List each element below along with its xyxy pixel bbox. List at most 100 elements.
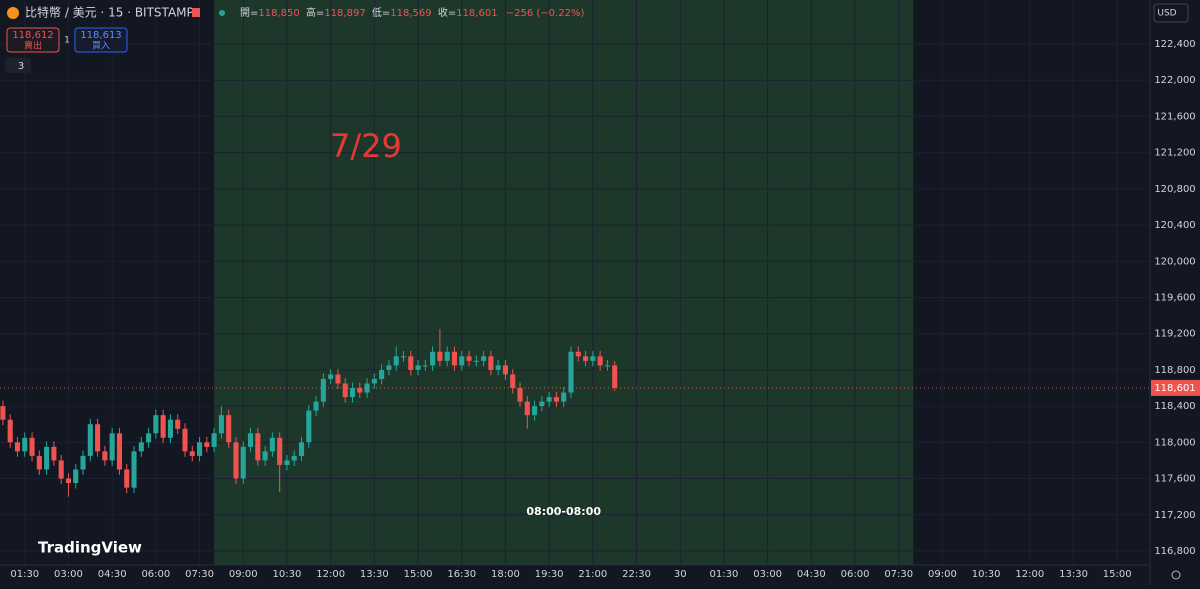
candle-body [298,442,305,456]
x-tick-label: 07:30 [185,569,214,580]
settings-icon[interactable] [1171,570,1181,580]
x-tick-label: 06:00 [841,569,870,580]
candle-body [393,356,399,366]
x-tick-label: 04:30 [797,569,826,580]
coin-icon [7,7,19,19]
candle-body [437,351,443,361]
spread: 1 [64,36,70,46]
candle-body [408,356,414,370]
x-tick-label: 09:00 [229,569,258,580]
candle-body [568,351,574,393]
y-tick-label: 118,000 [1154,437,1195,448]
candle-body [269,437,275,452]
candle-body [422,365,428,367]
candle-body [481,356,487,361]
x-tick-label: 01:30 [10,569,39,580]
indicators-count: 3 [18,61,24,72]
candle-body [160,415,166,438]
current-price-tag [1151,379,1200,396]
candle-body [44,446,50,470]
candle-body [328,374,334,379]
y-tick-label: 121,200 [1154,148,1195,159]
y-tick-label: 119,600 [1154,292,1195,303]
candle-body [197,442,203,456]
candle-body [466,356,472,361]
candle-body [109,433,115,461]
candle-body [604,365,610,367]
candle-body [233,442,239,479]
status-dot [219,10,225,16]
logo: TradingView [38,539,142,557]
high-label: 高= [306,6,324,19]
open-label: 開= [240,7,258,19]
y-tick-label: 122,400 [1154,39,1195,50]
candle-body [320,378,326,402]
candle-body [211,433,217,447]
candle-body [349,388,356,398]
candle-body [532,406,538,416]
candle-body [175,419,181,429]
x-tick-label: 19:30 [535,569,564,580]
y-tick-label: 120,000 [1154,256,1195,267]
currency-button[interactable] [1153,3,1189,23]
current-price-label: 118,601 [1154,383,1195,394]
candle-body [7,419,13,443]
x-tick-label: 01:30 [710,569,739,580]
candle-body [415,365,421,370]
change: −256 (−0.22%) [506,8,585,19]
x-tick-label: 13:30 [1059,569,1088,580]
x-tick-label: 07:30 [884,569,913,580]
candle-body [277,437,283,465]
candle-body [539,401,545,407]
buy-price: 118,613 [80,30,121,41]
candle-body [459,356,465,366]
candle-body [517,388,523,402]
candle-body [124,469,130,488]
x-tick-label: 12:00 [316,569,345,580]
candle-body [226,415,232,443]
candle-body [364,383,370,393]
symbol: 比特幣 / 美元 · 15 · BITSTAMP [25,5,194,20]
candle-body [36,455,42,470]
x-tick-label: 21:00 [578,569,607,580]
x-tick-label: 15:00 [404,569,433,580]
candle-body [0,406,6,420]
candle-body [262,451,268,461]
candle-body [247,433,254,447]
x-tick-label: 03:00 [54,569,83,580]
sell-label: 賣出 [24,40,42,52]
candle-body [14,442,21,452]
candle-body [495,365,501,370]
candle-body [87,424,93,456]
candle-body [386,365,392,370]
candle-body [473,360,479,362]
low-value: 118,569 [390,8,431,19]
y-tick-label: 118,400 [1154,401,1195,412]
candle-body [284,460,290,465]
x-tick-label: 04:30 [98,569,127,580]
candle-body [153,415,159,434]
close-value: 118,601 [456,8,497,19]
candle-body [131,451,137,488]
candle-body [73,469,79,484]
candle-body [291,455,297,461]
sell-button[interactable] [6,27,60,53]
candle-body [379,369,385,379]
candle-body [561,392,567,402]
low-label: 低= [372,6,390,19]
x-tick-label: 22:30 [622,569,651,580]
candle-body [313,401,319,411]
x-tick-label: 13:30 [360,569,389,580]
indicators-toggle[interactable] [5,58,31,73]
flag-icon[interactable] [192,8,200,17]
x-tick-label: 06:00 [141,569,170,580]
candle-body [612,365,618,388]
candle-body [240,446,246,479]
x-tick-label: 10:30 [972,569,1001,580]
candle-body [430,351,436,366]
candle-body [444,351,450,361]
buy-button[interactable] [74,27,128,53]
candle-body [553,397,559,402]
x-tick-label: 18:00 [491,569,520,580]
candle-body [102,451,108,461]
